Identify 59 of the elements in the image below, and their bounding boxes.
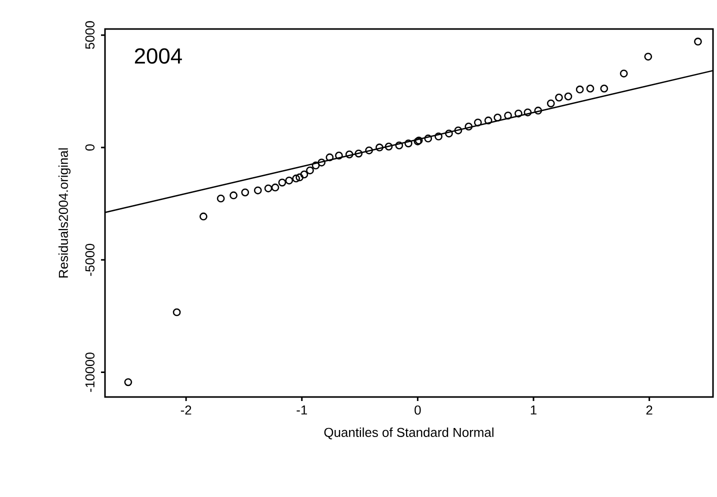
y-tick-label: -5000 <box>85 244 95 276</box>
point <box>354 150 363 158</box>
point <box>200 212 208 220</box>
y-tick-label: 5000 <box>85 21 95 49</box>
point <box>694 38 702 46</box>
x-axis-title: Quantiles of Standard Normal <box>324 427 494 440</box>
point <box>644 52 652 61</box>
point <box>292 174 300 182</box>
x-tick-label: -1 <box>296 406 308 414</box>
point <box>264 184 272 192</box>
point <box>494 114 502 122</box>
point <box>285 176 294 184</box>
point <box>484 116 492 124</box>
point <box>300 170 308 178</box>
point <box>424 134 432 142</box>
point <box>376 144 384 152</box>
point <box>395 142 404 150</box>
point <box>546 99 555 108</box>
point <box>172 308 181 316</box>
point <box>124 378 132 386</box>
point <box>318 158 326 166</box>
point <box>296 173 304 182</box>
point <box>576 86 584 94</box>
point <box>464 122 473 130</box>
point <box>586 84 594 93</box>
point <box>384 142 393 151</box>
point <box>445 130 453 138</box>
point <box>514 110 522 118</box>
point <box>524 108 532 116</box>
y-tick-label: 0 <box>85 144 95 151</box>
point <box>434 132 442 140</box>
point <box>365 146 373 154</box>
y-axis-title: Residuals2004.original <box>58 148 71 278</box>
y-tick-label: -10000 <box>85 352 95 392</box>
point <box>534 106 542 115</box>
point <box>306 166 314 174</box>
point <box>216 194 225 202</box>
point <box>345 150 354 158</box>
x-tick-label: 0 <box>414 405 421 415</box>
point <box>254 186 262 194</box>
point <box>241 188 250 196</box>
point <box>278 178 286 186</box>
x-tick-label: 1 <box>530 406 536 414</box>
point <box>312 162 320 170</box>
point <box>335 152 343 160</box>
point <box>620 70 628 78</box>
point <box>555 94 563 102</box>
x-tick-label: 2 <box>646 405 652 415</box>
x-tick-label: -2 <box>180 405 192 415</box>
point <box>474 118 482 126</box>
point <box>454 126 462 134</box>
point <box>271 184 280 192</box>
point <box>230 191 238 200</box>
point <box>564 92 572 100</box>
point <box>504 112 512 120</box>
point <box>600 84 608 93</box>
annotation: 2004 <box>134 48 182 64</box>
point <box>404 139 412 148</box>
point <box>326 153 334 162</box>
